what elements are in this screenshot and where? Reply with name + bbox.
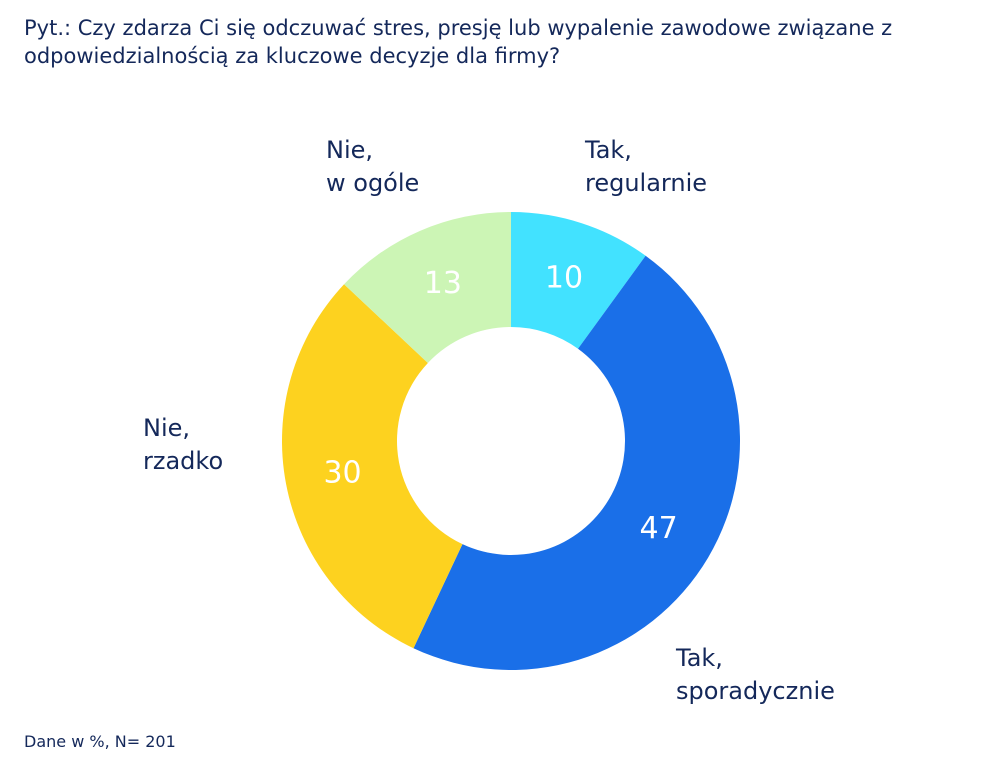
footnote: Dane w %, N= 201 (24, 732, 176, 751)
label-nie-w-ogole-line2: w ogóle (326, 169, 420, 197)
question-title: Pyt.: Czy zdarza Ci się odczuwać stres, … (24, 16, 893, 68)
data-label-tak-sporadycznie: 47 (640, 511, 678, 546)
data-label-nie-rzadko: 30 (323, 456, 361, 491)
label-tak-regularnie-line1: Tak, (585, 136, 632, 164)
donut-slice-tak-regularnie (511, 212, 646, 349)
label-tak-sporadycznie-line2: sporadycznie (676, 677, 835, 705)
label-nie-rzadko: Nie, rzadko (143, 412, 223, 478)
label-tak-regularnie-line2: regularnie (585, 169, 708, 197)
data-label-nie-w-ogole: 13 (424, 266, 462, 301)
label-tak-sporadycznie: Tak, sporadycznie (676, 642, 835, 708)
donut-slice-nie-w-ogole (344, 212, 511, 363)
label-nie-rzadko-line1: Nie, (143, 414, 191, 442)
donut-slice-tak-sporadycznie (413, 255, 741, 670)
label-tak-regularnie: Tak, regularnie (585, 134, 707, 200)
data-label-tak-regularnie: 10 (545, 260, 583, 295)
label-nie-w-ogole-line1: Nie, (326, 136, 374, 164)
label-nie-w-ogole: Nie, w ogóle (326, 134, 419, 200)
label-tak-sporadycznie-line1: Tak, (676, 644, 723, 672)
donut-slice-nie-rzadko (282, 284, 463, 649)
label-nie-rzadko-line2: rzadko (143, 447, 224, 475)
